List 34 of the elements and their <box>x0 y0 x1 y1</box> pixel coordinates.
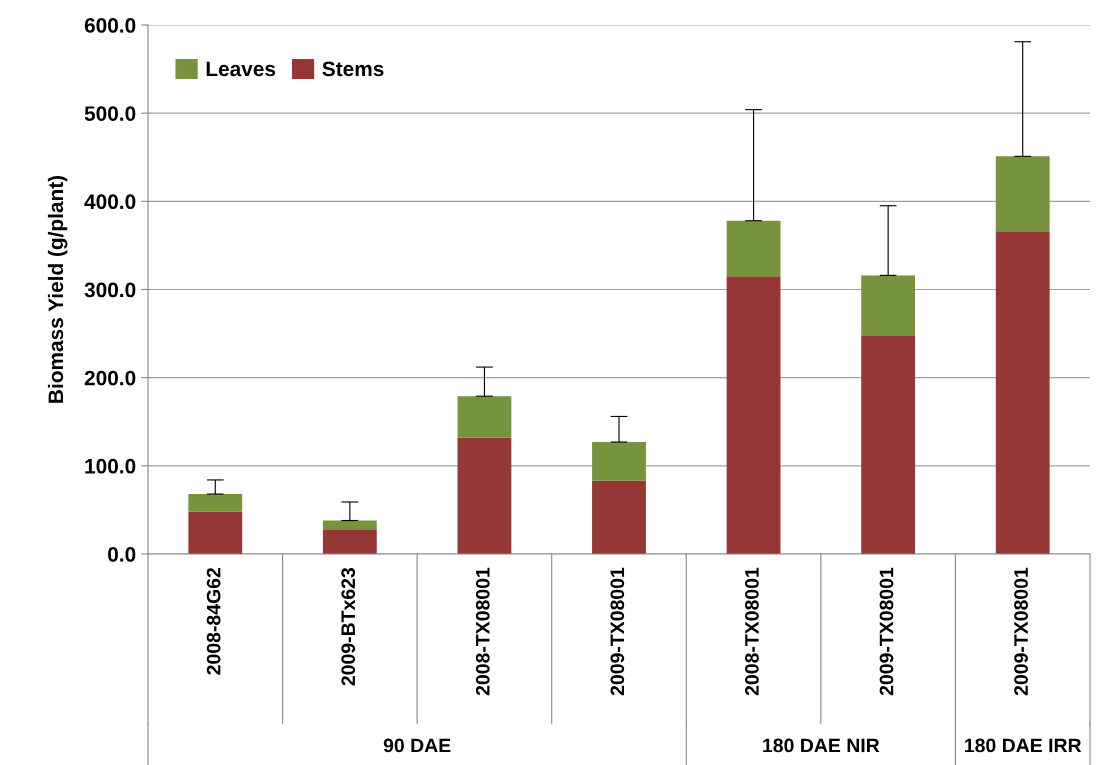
y-tick-label: 0.0 <box>108 547 136 562</box>
bar <box>995 231 1050 554</box>
text: 90 DAE <box>383 738 451 753</box>
x-tick-label: 2008-84G62 <box>206 567 221 675</box>
text: 180 DAE NIR <box>763 738 880 753</box>
bar <box>995 156 1050 232</box>
bar <box>861 275 916 336</box>
bar <box>188 511 243 554</box>
legend-label: Stems <box>322 61 384 77</box>
x-tick-label: 2009-TX08001 <box>879 567 894 696</box>
bar <box>592 442 646 481</box>
text: 180 DAE IRR <box>965 738 1082 753</box>
x-tick-label: 2009-BTx623 <box>341 567 356 686</box>
y-tick-label: 400.0 <box>84 194 136 210</box>
bar <box>861 335 916 554</box>
bar <box>322 520 377 530</box>
x-tick-label: 2009-TX08001 <box>1014 567 1028 696</box>
y-tick-label: 500.0 <box>84 106 136 121</box>
y-tick-label: 600.0 <box>84 18 136 33</box>
bar <box>726 276 781 554</box>
y-tick-label: 200.0 <box>84 370 136 386</box>
bar <box>322 529 377 554</box>
y-axis-title: Biomass Yield (g/plant) <box>47 175 68 403</box>
bar <box>188 494 243 512</box>
bar <box>726 220 781 277</box>
x-tick-label: 2009-TX08001 <box>610 567 625 696</box>
legend-label: Leaves <box>206 61 276 77</box>
bar <box>592 480 646 554</box>
y-tick-label: 300.0 <box>84 282 136 298</box>
x-tick-label: 2008-TX08001 <box>745 567 759 696</box>
bar <box>457 396 512 438</box>
x-tick-label: 2008-TX08001 <box>475 567 490 696</box>
bar <box>457 437 512 554</box>
y-tick-label: 100.0 <box>85 458 136 474</box>
